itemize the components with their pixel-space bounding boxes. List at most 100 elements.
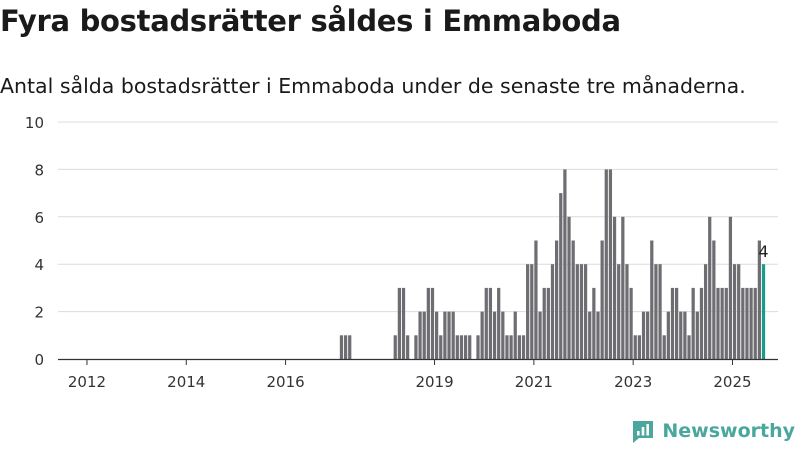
bar <box>575 264 579 359</box>
bar <box>708 216 712 359</box>
bar <box>617 264 621 359</box>
bar <box>612 216 617 359</box>
bar <box>654 264 658 359</box>
bar-chart: 0 2 4 6 8 10 2012 2014 2016 2019 2021 2023 2025 4 <box>25 114 778 391</box>
newsworthy-logo-icon <box>633 421 654 443</box>
bar <box>687 335 691 359</box>
bar <box>728 216 733 359</box>
bar <box>488 287 493 359</box>
bar <box>658 264 662 359</box>
bar <box>641 311 646 359</box>
bar <box>596 311 600 359</box>
bar <box>447 311 451 359</box>
bar <box>393 335 397 359</box>
bar <box>430 287 435 359</box>
bar <box>757 240 761 359</box>
bar <box>542 287 546 359</box>
bar <box>604 169 608 359</box>
y-tick-label: 0 <box>34 351 44 369</box>
bar <box>592 287 596 359</box>
bar <box>468 335 472 359</box>
bar <box>662 335 666 359</box>
bar <box>646 311 650 359</box>
bar <box>579 264 584 359</box>
bar <box>650 240 654 359</box>
bar <box>538 311 542 359</box>
x-tick-label: 2023 <box>614 373 652 391</box>
y-tick-label: 4 <box>34 256 44 274</box>
bar <box>435 311 439 359</box>
y-tick-label: 6 <box>34 209 44 227</box>
bar <box>492 311 497 359</box>
bar <box>455 335 459 359</box>
y-axis: 0 2 4 6 8 10 <box>25 114 44 369</box>
data-label: 4 <box>758 242 768 261</box>
bar <box>530 264 534 359</box>
bar <box>526 264 530 359</box>
bar <box>629 287 633 359</box>
bar <box>501 311 505 359</box>
y-tick-label: 2 <box>34 304 44 322</box>
bar <box>571 240 575 359</box>
bar <box>720 287 724 359</box>
bar <box>418 311 422 359</box>
bar <box>401 287 406 359</box>
bar <box>550 264 555 359</box>
bar <box>732 264 737 359</box>
bar <box>513 311 517 359</box>
bar <box>426 287 430 359</box>
bar <box>637 335 641 359</box>
bar <box>443 311 447 359</box>
x-tick-label: 2021 <box>515 373 553 391</box>
bar <box>753 287 757 359</box>
bar <box>463 335 468 359</box>
bar <box>745 287 749 359</box>
bar <box>703 264 708 359</box>
bar <box>480 311 484 359</box>
brand-name: Newsworthy <box>662 420 795 442</box>
bar <box>422 311 426 359</box>
bar <box>343 335 348 359</box>
bar <box>633 335 637 359</box>
bar <box>567 216 571 359</box>
bar <box>695 311 699 359</box>
x-axis: 2012 2014 2016 2019 2021 2023 2025 <box>58 358 778 391</box>
bar <box>509 335 513 359</box>
bar <box>691 287 695 359</box>
bar <box>451 311 455 359</box>
bar <box>339 335 344 359</box>
bar <box>600 240 604 359</box>
data-labels: 4 <box>758 242 768 261</box>
bar <box>724 287 728 359</box>
bar <box>679 311 683 359</box>
bar <box>517 335 521 359</box>
x-tick-label: 2012 <box>68 373 106 391</box>
bar <box>670 287 675 359</box>
bar <box>683 311 687 359</box>
bar <box>521 335 526 359</box>
y-tick-label: 8 <box>34 161 44 179</box>
x-tick-label: 2014 <box>167 373 205 391</box>
bar <box>741 287 745 359</box>
bar <box>716 287 720 359</box>
bar <box>666 311 670 359</box>
bar <box>737 264 741 359</box>
bar <box>414 335 418 359</box>
bar <box>608 169 613 359</box>
chart-subtitle: Antal sålda bostadsrätter i Emmaboda und… <box>0 74 746 98</box>
brand: Newsworthy <box>630 418 795 444</box>
bar <box>484 287 488 359</box>
bar <box>563 169 567 359</box>
x-tick-label: 2016 <box>266 373 304 391</box>
bar <box>588 311 592 359</box>
bar <box>534 240 538 359</box>
bar <box>505 335 509 359</box>
bar <box>397 287 401 359</box>
bar <box>476 335 480 359</box>
bar <box>583 264 588 359</box>
bar <box>497 287 501 359</box>
bar <box>559 193 563 359</box>
bar <box>675 287 679 359</box>
bar <box>348 335 352 359</box>
x-tick-label: 2019 <box>415 373 453 391</box>
